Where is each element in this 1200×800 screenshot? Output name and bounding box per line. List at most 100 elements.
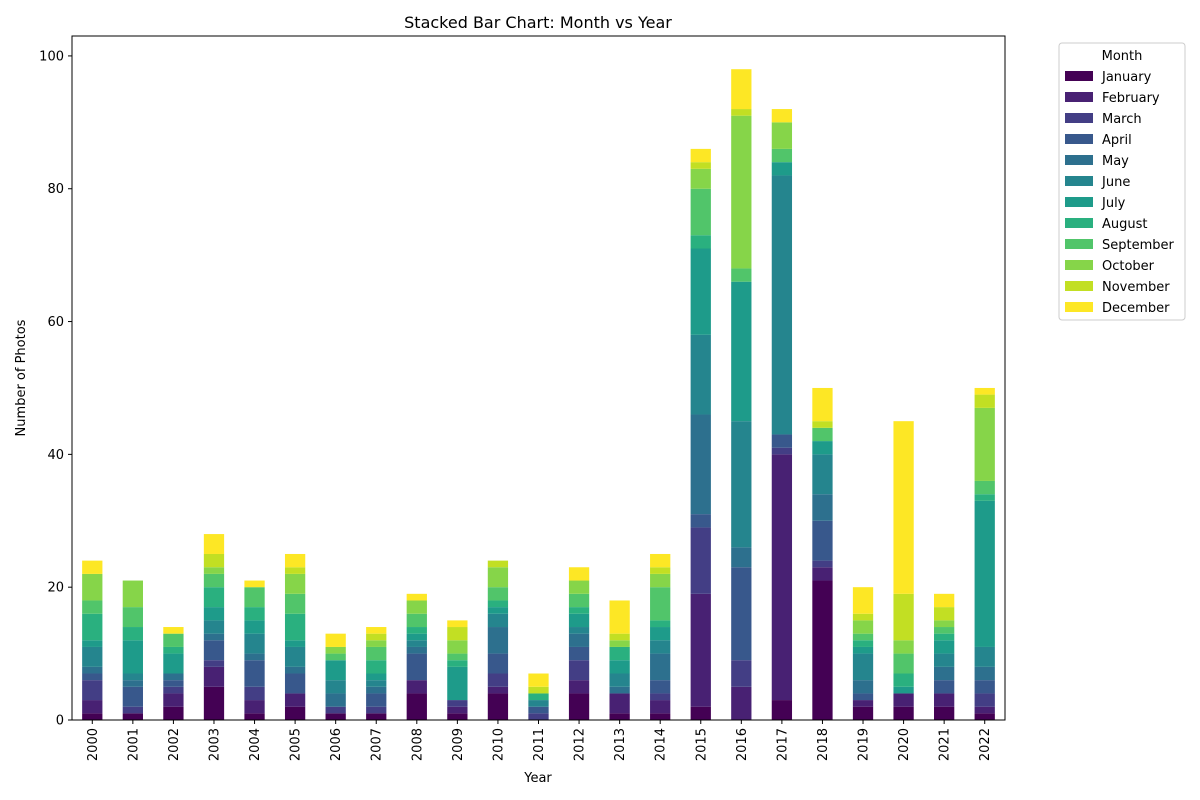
bar-segment-2011-march	[528, 713, 549, 720]
bar-segment-2020-november	[893, 593, 914, 641]
bar-segment-2012-march	[568, 660, 590, 681]
bar-segment-2008-september	[406, 613, 427, 628]
bar-segment-2009-july	[447, 666, 468, 701]
bar-segment-2011-april	[528, 706, 549, 714]
bar-segment-2006-july	[325, 660, 346, 681]
bars	[82, 69, 995, 720]
bar-segment-2017-june	[771, 175, 793, 435]
bar-segment-2014-may	[650, 653, 671, 681]
legend-label-august: August	[1102, 217, 1148, 232]
bar-segment-2005-october	[284, 573, 306, 594]
y-axis-label: Number of Photos	[14, 319, 29, 436]
bar-segment-2005-december	[284, 553, 306, 568]
bar-segment-2005-may	[284, 666, 306, 674]
bar-segment-2016-november	[731, 109, 752, 116]
bar-segment-2016-may	[731, 547, 752, 568]
bar-segment-2013-december	[609, 600, 630, 634]
bar-segment-2012-june	[568, 627, 590, 634]
x-tick-label: 2011	[532, 728, 547, 761]
bar-segment-2020-february	[893, 693, 914, 707]
x-tick-label: 2015	[694, 728, 709, 761]
bar-segment-2022-july	[974, 500, 995, 647]
bar-segment-2002-march	[163, 686, 184, 694]
bar-segment-2001-january	[122, 713, 143, 720]
bar-segment-2019-july	[852, 646, 874, 654]
plot-background	[72, 36, 1005, 720]
bar-segment-2008-january	[406, 693, 427, 720]
x-tick-label: 2021	[938, 728, 953, 761]
bar-segment-2013-november	[609, 633, 630, 641]
bar-segment-2015-october	[690, 168, 711, 189]
bar-segment-2009-january	[447, 713, 468, 720]
bar-segment-2008-february	[406, 680, 427, 694]
bar-segment-2010-november	[487, 560, 509, 568]
bar-segment-2007-december	[366, 627, 387, 634]
bar-segment-2022-april	[974, 680, 995, 694]
bar-segment-2003-november	[203, 553, 225, 568]
bar-segment-2016-december	[731, 69, 752, 110]
legend-swatch-june	[1065, 176, 1093, 186]
bar-segment-2022-september	[974, 480, 995, 495]
bar-segment-2014-august	[650, 620, 671, 628]
bar-segment-2006-december	[325, 633, 346, 647]
y-tick-label: 0	[56, 714, 64, 729]
legend-label-april: April	[1102, 133, 1132, 148]
bar-segment-2008-may	[406, 646, 427, 654]
bar-segment-2016-september	[731, 268, 752, 282]
bar-segment-2001-june	[122, 673, 143, 681]
bar-segment-2020-december	[893, 421, 914, 594]
bar-segment-2003-may	[203, 633, 225, 641]
x-tick-label: 2002	[167, 728, 182, 761]
bar-segment-2019-february	[852, 700, 874, 707]
bar-segment-2021-april	[934, 680, 955, 694]
bar-segment-2001-september	[122, 607, 143, 628]
bar-segment-2016-march	[731, 660, 752, 687]
x-tick-label: 2012	[573, 728, 588, 761]
bar-segment-2005-april	[284, 673, 306, 694]
x-tick-label: 2017	[775, 728, 790, 761]
bar-segment-2007-june	[366, 680, 387, 687]
bar-segment-2014-march	[650, 693, 671, 701]
bar-segment-2022-august	[974, 494, 995, 501]
bar-segment-2015-april	[690, 514, 711, 528]
bar-segment-2003-august	[203, 587, 225, 608]
bar-segment-2014-june	[650, 640, 671, 654]
bar-segment-2016-october	[731, 115, 752, 269]
bar-segment-2004-march	[244, 686, 265, 701]
legend-swatch-july	[1065, 197, 1093, 207]
bar-segment-2006-march	[325, 706, 346, 714]
bar-segment-2007-may	[366, 686, 387, 694]
bar-segment-2016-february	[731, 686, 752, 720]
bar-segment-2005-november	[284, 567, 306, 574]
bar-segment-2017-january	[771, 700, 793, 720]
bar-segment-2014-october	[650, 573, 671, 588]
bar-segment-2015-march	[690, 527, 711, 594]
bar-segment-2002-february	[163, 693, 184, 707]
bar-segment-2017-february	[771, 454, 793, 701]
bar-segment-2004-june	[244, 633, 265, 654]
legend-label-december: December	[1102, 301, 1170, 316]
bar-segment-2001-october	[122, 580, 143, 608]
bar-segment-2021-december	[934, 593, 955, 608]
bar-segment-2000-december	[82, 560, 103, 574]
y-tick-label: 80	[47, 182, 64, 197]
bar-segment-2016-june	[731, 421, 752, 548]
bar-segment-2001-april	[122, 686, 143, 707]
bar-segment-2008-october	[406, 600, 427, 614]
bar-segment-2004-february	[244, 700, 265, 714]
bar-segment-2000-june	[82, 646, 103, 667]
x-tick-label: 2014	[654, 728, 669, 761]
bar-segment-2003-september	[203, 573, 225, 588]
legend-label-june: June	[1101, 175, 1130, 190]
bar-segment-2005-september	[284, 593, 306, 614]
bar-segment-2018-january	[812, 580, 833, 720]
bar-segment-2017-december	[771, 109, 793, 123]
bar-segment-2008-december	[406, 593, 427, 601]
bar-segment-2004-august	[244, 607, 265, 621]
bar-segment-2012-october	[568, 580, 590, 594]
legend-label-october: October	[1102, 259, 1155, 274]
bar-segment-2015-february	[690, 593, 711, 707]
bar-segment-2015-september	[690, 188, 711, 236]
bar-segment-2009-september	[447, 653, 468, 661]
bar-segment-2011-june	[528, 700, 549, 707]
